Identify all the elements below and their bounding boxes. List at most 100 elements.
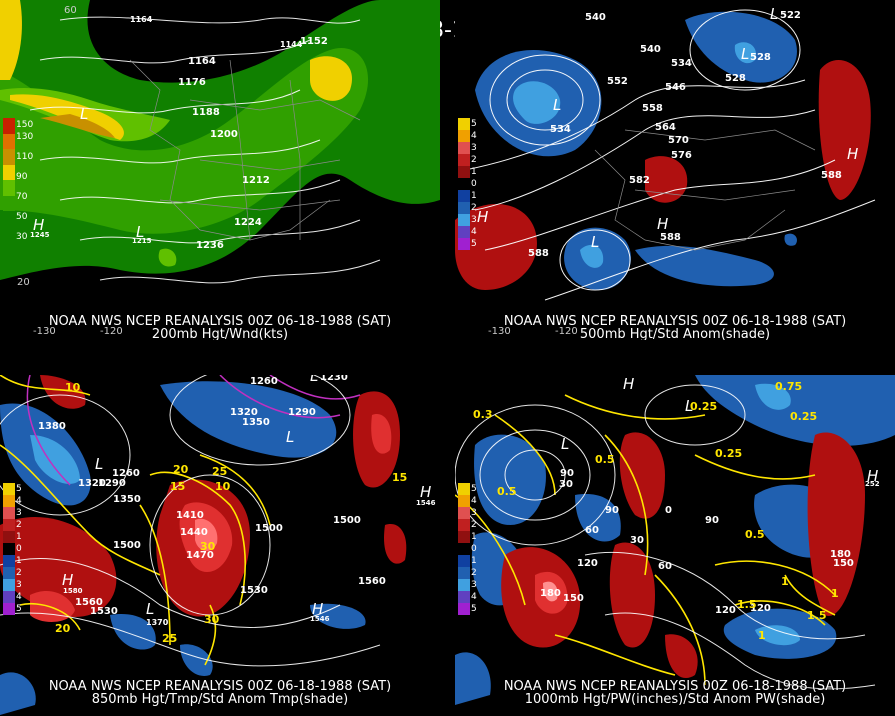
contour-label: 570 bbox=[668, 135, 689, 146]
high-marker: H bbox=[312, 600, 324, 618]
cbar-label: 2 bbox=[16, 520, 22, 530]
lon-label: -130 bbox=[488, 326, 511, 337]
temp-label: 10 bbox=[215, 480, 231, 493]
cbar-label: 0 bbox=[16, 544, 22, 554]
panel-caption-field: 500mb Hgt/Std Anom(shade) bbox=[579, 327, 771, 341]
contour-label: 1215 bbox=[132, 237, 152, 245]
cbar-label: 3 bbox=[16, 580, 22, 590]
cbar-label: 4 bbox=[471, 496, 477, 506]
contour-label: 252 bbox=[865, 480, 880, 488]
low-marker: L bbox=[286, 428, 295, 446]
contour-label: 1260 bbox=[250, 376, 278, 387]
cbar-label: 90 bbox=[16, 172, 28, 182]
contour-label: 120 bbox=[715, 605, 736, 616]
contour-label: 528 bbox=[725, 73, 746, 84]
contour-label: 1350 bbox=[242, 417, 270, 428]
pw-label: 1.5 bbox=[737, 598, 757, 611]
high-marker: H bbox=[867, 467, 879, 485]
temp-label: 30 bbox=[204, 613, 220, 626]
pw-label: 0.5 bbox=[497, 485, 517, 498]
cbar-label: 3 bbox=[471, 580, 477, 590]
lat-label: 20 bbox=[17, 277, 30, 288]
contour-label: 1370 bbox=[146, 618, 169, 627]
low-marker: L bbox=[310, 375, 319, 385]
cbar-label: 0 bbox=[471, 544, 477, 554]
contour-label: 1164 bbox=[130, 15, 153, 24]
pw-label: 1 bbox=[758, 629, 766, 642]
pw-label: 0.25 bbox=[690, 400, 718, 413]
cbar-label: 5 bbox=[471, 239, 477, 249]
contour-label: 1290 bbox=[98, 478, 126, 489]
low-marker: L bbox=[561, 435, 570, 453]
cbar-label: 3 bbox=[471, 215, 477, 225]
contour-label: 588 bbox=[528, 248, 549, 259]
contour-label: 1440 bbox=[180, 527, 208, 538]
cbar-label: 2 bbox=[471, 568, 477, 578]
contour-label: 1260 bbox=[112, 468, 140, 479]
cbar-label: 5 bbox=[471, 604, 477, 614]
contour-label: 30 bbox=[559, 479, 573, 490]
contour-label: 582 bbox=[629, 175, 650, 186]
contour-label: 180 bbox=[830, 549, 851, 560]
contour-label: 534 bbox=[671, 58, 692, 69]
low-marker: L bbox=[80, 105, 89, 123]
high-marker: H bbox=[477, 208, 489, 226]
contour-label: 90 bbox=[705, 515, 719, 526]
panel-caption-field: 850mb Hgt/Tmp/Std Anom Tmp(shade) bbox=[91, 692, 349, 707]
low-marker: L bbox=[591, 233, 600, 251]
low-marker: L bbox=[553, 96, 562, 114]
contour-label: 60 bbox=[585, 525, 599, 536]
colorbar-200mb bbox=[3, 118, 15, 227]
cbar-label: 4 bbox=[471, 592, 477, 602]
lat-label: 60 bbox=[64, 5, 77, 16]
contour-label: 1245 bbox=[30, 231, 50, 239]
map-850mb bbox=[0, 375, 440, 715]
contour-label: 1560 bbox=[358, 576, 386, 587]
cbar-label: 3 bbox=[471, 508, 477, 518]
cbar-label: 2 bbox=[471, 520, 477, 530]
cbar-label: 1 bbox=[16, 556, 22, 566]
pw-label: 1 bbox=[781, 575, 789, 588]
cbar-label: 50 bbox=[16, 212, 28, 222]
contour-label: 1546 bbox=[416, 499, 436, 507]
contour-label: 120 bbox=[750, 603, 771, 614]
contour-label: 1230 bbox=[320, 375, 348, 383]
contour-label: 30 bbox=[630, 535, 644, 546]
high-marker: H bbox=[847, 145, 859, 163]
cbar-label: 0 bbox=[471, 179, 477, 189]
cbar-label: 70 bbox=[16, 192, 28, 202]
contour-label: 528 bbox=[750, 52, 771, 63]
contour-label: 1380 bbox=[38, 421, 66, 432]
cbar-label: 2 bbox=[471, 203, 477, 213]
temp-label: 10 bbox=[65, 381, 81, 394]
cbar-label: 130 bbox=[16, 132, 34, 142]
panel-200mb: 150 130 110 90 70 50 30 1164 1152 1144 1… bbox=[0, 0, 440, 340]
high-marker: H bbox=[657, 215, 669, 233]
contour-label: 1470 bbox=[186, 550, 214, 561]
cbar-label: 1 bbox=[471, 167, 477, 177]
panel-caption-field: 1000mb Hgt/PW(inches)/Std Anom PW(shade) bbox=[524, 692, 826, 707]
panel-500mb: 5 4 3 2 1 0 1 2 3 4 5 540 528 534 546 55… bbox=[455, 0, 895, 340]
contour-label: 1530 bbox=[90, 606, 118, 617]
cbar-label: 4 bbox=[471, 131, 477, 141]
panel-caption-source: NOAA NWS NCEP REANALYSIS 00Z 06-18-1988 … bbox=[48, 314, 392, 329]
cbar-label: 3 bbox=[16, 508, 22, 518]
pw-label: 1 bbox=[831, 587, 839, 600]
contour-label: 1410 bbox=[176, 510, 204, 521]
contour-label: 1546 bbox=[310, 615, 330, 623]
contour-label: 1212 bbox=[242, 175, 270, 186]
contour-label: 1560 bbox=[75, 597, 103, 608]
panel-caption-source: NOAA NWS NCEP REANALYSIS 00Z 06-18-1988 … bbox=[503, 679, 847, 694]
colorbar-850mb bbox=[3, 483, 15, 615]
cbar-label: 110 bbox=[16, 152, 34, 162]
high-marker: H bbox=[33, 216, 45, 234]
contour-label: 522 bbox=[780, 10, 801, 21]
contour-label: 90 bbox=[605, 505, 619, 516]
low-marker: L bbox=[685, 397, 694, 415]
temp-label: 20 bbox=[55, 622, 71, 635]
cbar-label: 5 bbox=[471, 484, 477, 494]
low-marker: L bbox=[146, 600, 155, 618]
cbar-label: 30 bbox=[16, 232, 28, 242]
cbar-label: 4 bbox=[16, 592, 22, 602]
cbar-label: 5 bbox=[16, 484, 22, 494]
